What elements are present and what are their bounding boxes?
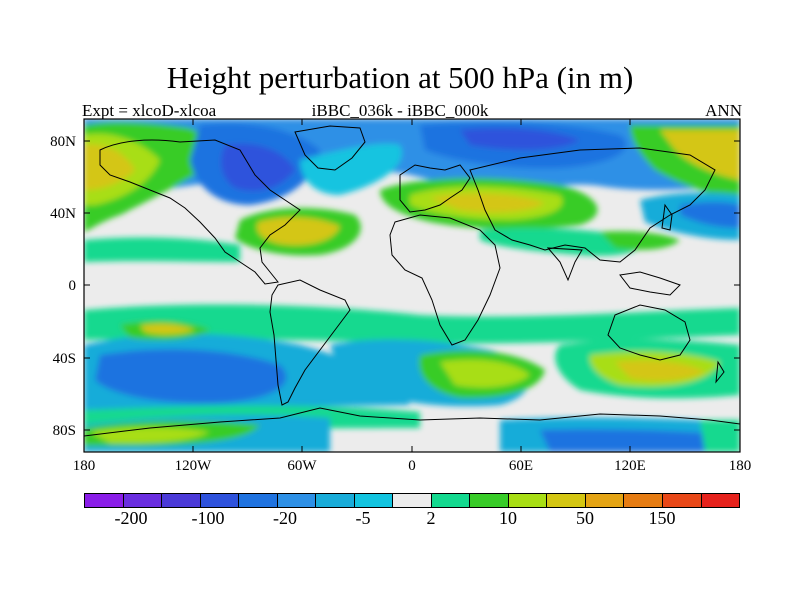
axis-ticks (83, 119, 741, 452)
coastlines (84, 125, 740, 437)
colorbar-swatch (123, 494, 163, 507)
colorbar (84, 493, 740, 508)
lat-label-80s: 80S (53, 423, 76, 439)
colorbar-label: -20 (273, 508, 297, 528)
colorbar-swatch (662, 494, 702, 507)
colorbar-swatch (239, 494, 278, 507)
experiment-label: Expt = xlcoD-xlcoa (82, 101, 217, 120)
colorbar-swatch (585, 494, 625, 507)
case-difference-label: iBBC_036k - iBBC_000k (311, 101, 489, 120)
colorbar-swatch (277, 494, 317, 507)
lat-label-40s: 40S (53, 351, 76, 367)
colorbar-label: 2 (426, 508, 436, 528)
colorbar-label: 150 (648, 508, 676, 528)
lon-label-120e: 120E (614, 458, 646, 474)
lat-label-eq: 0 (69, 278, 77, 294)
lon-label-180w: 180 (73, 458, 96, 474)
colorbar-swatch (547, 494, 586, 507)
colorbar-swatch (701, 494, 740, 507)
colorbar-swatch (393, 494, 432, 507)
colorbar-label: -100 (191, 508, 225, 528)
lon-label-60e: 60E (509, 458, 533, 474)
colorbar-swatch (316, 494, 355, 507)
colorbar-swatch (85, 494, 124, 507)
colorbar-label: 50 (576, 508, 594, 528)
lon-label-0: 0 (408, 458, 416, 474)
lon-label-60w: 60W (287, 458, 317, 474)
colorbar-swatch (354, 494, 394, 507)
lat-label-40n: 40N (50, 206, 76, 222)
lon-label-120w: 120W (175, 458, 213, 474)
colorbar-swatch (624, 494, 663, 507)
season-label: ANN (705, 101, 742, 120)
colorbar-label: -5 (355, 508, 371, 528)
colorbar-label: 10 (499, 508, 517, 528)
colorbar-label: -200 (114, 508, 148, 528)
colorbar-swatch (508, 494, 548, 507)
lon-label-180e: 180 (729, 458, 752, 474)
colorbar-swatch (431, 494, 471, 507)
colorbar-swatch (162, 494, 201, 507)
colorbar-swatch (200, 494, 240, 507)
height-perturbation-field (84, 119, 740, 452)
map-title: Height perturbation at 500 hPa (in m) (166, 60, 634, 95)
colorbar-swatch (470, 494, 509, 507)
lat-label-80n: 80N (50, 134, 76, 150)
